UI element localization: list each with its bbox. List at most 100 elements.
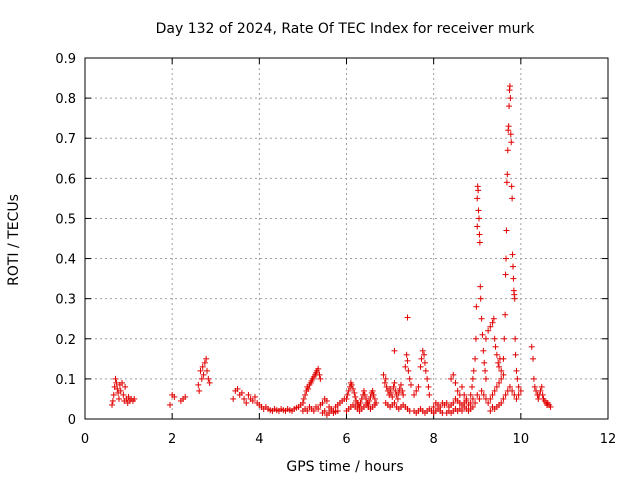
y-tick-label: 0.3 [55,293,76,308]
data-point [493,383,500,390]
data-point [539,391,546,398]
data-point [547,403,554,410]
data-point [487,323,494,330]
data-point [351,389,358,396]
data-point [452,379,459,386]
data-point [400,391,407,398]
data-point [391,399,398,406]
data-point [405,367,412,374]
data-point [197,367,204,374]
data-point [469,395,476,402]
data-point [509,195,516,202]
data-point [299,399,306,406]
data-point [517,387,524,394]
data-point [509,387,516,394]
x-axis: 0 2 4 6 8 10 12 [81,58,616,447]
data-point [500,355,507,362]
data-point [492,343,499,350]
data-point [508,183,515,190]
data-point [482,367,489,374]
data-point [538,383,545,390]
data-point [109,397,116,404]
y-axis: 0 0.1 0.2 0.3 0.4 0.5 0.6 0.7 0.8 0.9 [55,52,608,428]
data-point [477,295,484,302]
data-point [476,231,483,238]
data-point [109,401,116,408]
data-point [504,171,511,178]
data-point [304,407,311,414]
data-point [490,315,497,322]
data-point [421,359,428,366]
data-point [508,139,515,146]
data-point [487,395,494,402]
data-point [474,223,481,230]
data-point [474,195,481,202]
data-point [511,295,518,302]
data-point [504,147,511,154]
data-point [467,391,474,398]
data-point [166,401,173,408]
data-point [469,403,476,410]
data-point [487,407,494,414]
data-point [115,395,122,402]
data-point [383,383,390,390]
data-point [531,383,538,390]
data-point [515,391,522,398]
data-point [110,391,117,398]
data-point [302,391,309,398]
data-point [489,319,496,326]
data-point [344,391,351,398]
data-point [321,407,328,414]
data-point [498,367,505,374]
data-point [200,371,207,378]
y-tick-label: 0.4 [55,253,76,268]
data-point [512,351,519,358]
data-point [390,383,397,390]
data-point [343,395,350,402]
data-point [473,303,480,310]
x-tick-label: 2 [168,432,176,447]
data-point [182,393,189,400]
data-point [404,357,411,364]
data-point [470,367,477,374]
data-point [458,383,465,390]
data-point [500,371,507,378]
data-point [117,387,124,394]
data-point [411,391,418,398]
data-point [480,347,487,354]
data-point [506,83,513,90]
data-point [425,383,432,390]
data-point [501,335,508,342]
data-point [475,187,482,194]
data-point [450,399,457,406]
y-tick-label: 0.7 [55,132,76,147]
data-point [381,379,388,386]
data-point [334,407,341,414]
data-point [370,391,377,398]
data-point [515,383,522,390]
data-point [506,103,513,110]
data-point [479,331,486,338]
data-point [535,395,542,402]
data-point [404,314,411,321]
data-point [509,251,516,258]
data-point [509,263,516,270]
data-point [399,387,406,394]
x-tick-label: 0 [81,432,89,447]
data-point [510,275,517,282]
data-point [463,395,470,402]
data-point [450,371,457,378]
data-point [305,385,312,392]
x-tick-label: 4 [255,432,263,447]
data-point [482,375,489,382]
data-point [421,351,428,358]
data-point [502,271,509,278]
data-point [472,399,479,406]
data-point [316,371,323,378]
x-tick-label: 6 [342,432,350,447]
data-point [243,399,250,406]
data-point [196,387,203,394]
data-point [472,355,479,362]
y-tick-label: 0.6 [55,172,76,187]
